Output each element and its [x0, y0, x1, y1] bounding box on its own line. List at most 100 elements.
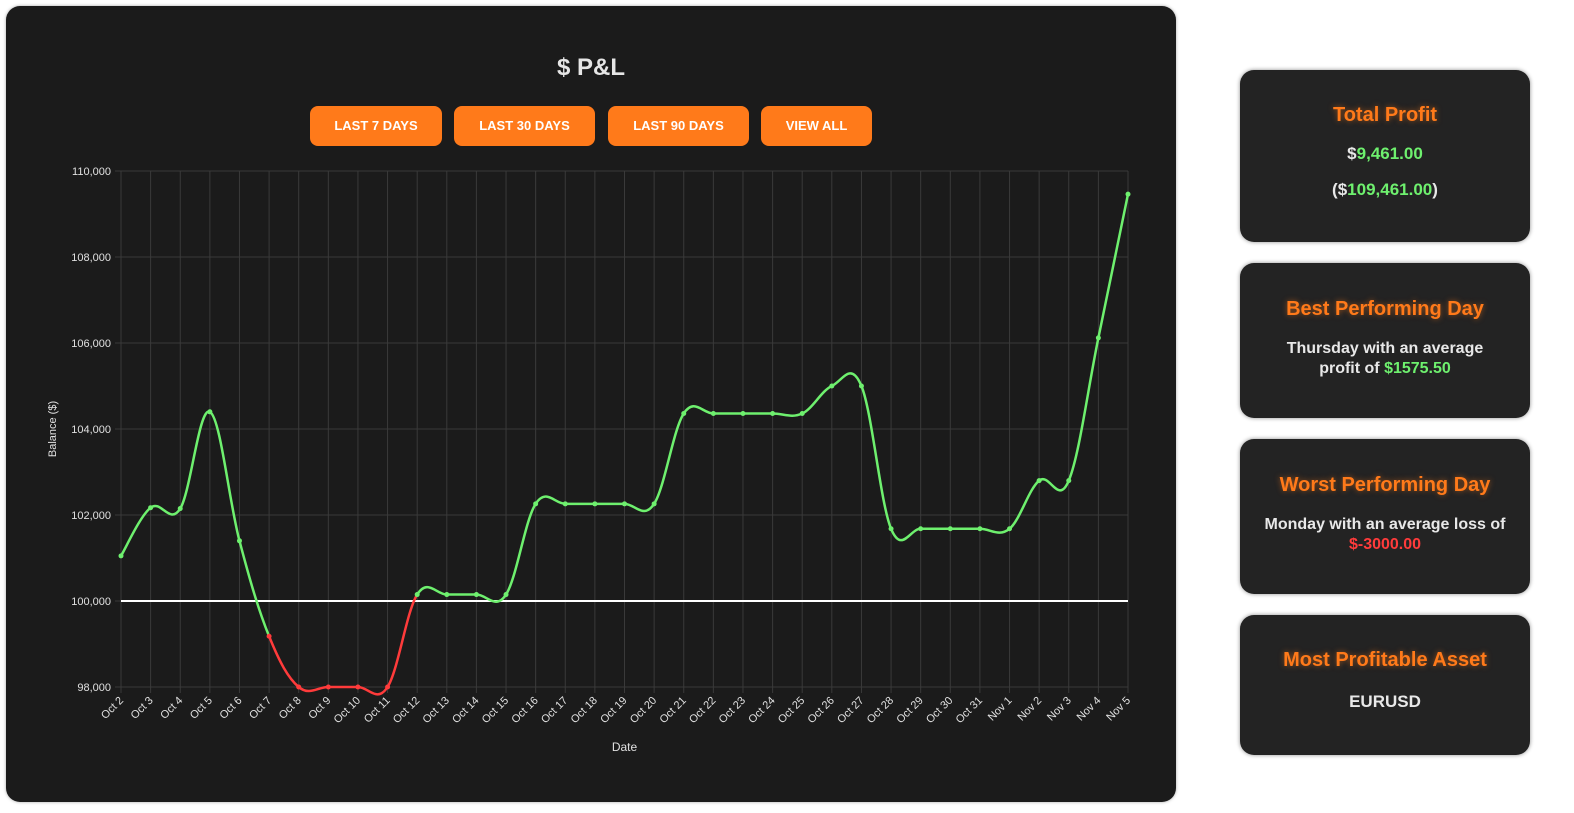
series-segment	[1097, 192, 1130, 340]
x-tick-label: Oct 7	[247, 695, 274, 722]
x-tick-label: Oct 21	[657, 695, 688, 726]
y-tick-label: 104,000	[71, 424, 111, 436]
data-point	[918, 526, 924, 532]
x-tick-label: Oct 30	[924, 695, 955, 726]
asset-value: EURUSD	[1349, 692, 1421, 711]
x-tick-label: Oct 18	[569, 695, 600, 726]
worst-day-text: Monday with an average loss of $-3000.00	[1258, 515, 1512, 555]
data-point	[622, 501, 627, 507]
x-tick-label: Oct 6	[218, 695, 245, 722]
series-segment	[475, 593, 508, 603]
x-tick-label: Oct 9	[306, 695, 333, 722]
last-90-days-button[interactable]: LAST 90 DAYS	[608, 106, 749, 146]
data-point	[710, 411, 716, 417]
series-segment	[504, 502, 537, 596]
series-segment	[771, 412, 804, 417]
data-point	[503, 592, 509, 598]
data-point	[1007, 526, 1013, 532]
x-tick-label: Oct 3	[129, 695, 156, 722]
x-tick-label: Nov 5	[1104, 695, 1133, 724]
currency-symbol: $	[1347, 144, 1357, 163]
data-point	[355, 684, 361, 690]
series-segment	[1037, 477, 1071, 492]
x-tick-label: Oct 28	[865, 695, 896, 726]
data-point	[325, 684, 331, 690]
best-day-title: Best Performing Day	[1286, 298, 1484, 320]
data-point	[533, 501, 539, 507]
x-tick-label: Oct 14	[450, 695, 481, 726]
data-point	[444, 592, 450, 598]
paren-open: ($	[1332, 180, 1348, 199]
data-point	[385, 684, 391, 690]
series-segment	[297, 685, 330, 693]
data-point	[977, 526, 983, 532]
data-point	[1066, 478, 1072, 484]
y-tick-label: 98,000	[77, 682, 111, 694]
x-axis-label: Date	[612, 740, 638, 754]
x-tick-label: Oct 8	[277, 695, 304, 722]
x-tick-label: Oct 23	[717, 695, 748, 726]
x-tick-label: Nov 4	[1075, 695, 1104, 724]
last-30-days-button[interactable]: LAST 30 DAYS	[454, 106, 595, 146]
data-point	[799, 411, 805, 417]
x-tick-label: Oct 17	[539, 695, 570, 726]
data-point	[947, 526, 953, 532]
x-tick-label: Oct 5	[188, 695, 215, 722]
series-segment	[119, 506, 152, 558]
total-profit-title: Total Profit	[1332, 104, 1438, 126]
data-point	[266, 633, 272, 639]
x-tick-label: Oct 24	[746, 695, 777, 726]
y-tick-label: 108,000	[71, 252, 111, 264]
paren-close: )	[1432, 180, 1438, 199]
x-tick-label: Oct 27	[835, 695, 866, 726]
x-tick-label: Oct 20	[628, 695, 659, 726]
data-point	[829, 383, 835, 389]
data-point	[236, 538, 242, 544]
worst-day-description: Monday with an average loss of	[1264, 516, 1506, 533]
data-point	[414, 592, 420, 598]
data-point	[177, 506, 183, 512]
series-segment	[652, 412, 685, 506]
series-segment	[860, 384, 893, 531]
data-point	[888, 526, 894, 532]
data-point	[1125, 191, 1131, 197]
chart-title: $ P&L	[556, 54, 625, 81]
data-point	[681, 411, 687, 417]
x-tick-label: Oct 13	[421, 695, 452, 726]
view-all-button[interactable]: VIEW ALL	[761, 106, 872, 146]
x-tick-label: Oct 15	[480, 695, 511, 726]
data-point	[740, 411, 746, 417]
x-tick-label: Nov 1	[986, 695, 1015, 724]
x-tick-label: Nov 2	[1015, 695, 1044, 724]
best-day-description: Thursday with an average profit of	[1286, 340, 1484, 377]
worst-day-value: $-3000.00	[1348, 536, 1422, 553]
series-segment	[889, 527, 922, 542]
data-point	[1036, 478, 1042, 484]
x-tick-label: Oct 2	[99, 695, 126, 722]
total-profit-amount: $9,461.00	[1240, 144, 1530, 164]
best-day-text: Thursday with an average profit of $1575…	[1270, 339, 1500, 379]
series-segment	[149, 504, 182, 516]
data-point	[770, 411, 776, 417]
data-point	[1095, 335, 1101, 341]
x-tick-label: Oct 16	[509, 695, 540, 726]
asset-title: Most Profitable Asset	[1283, 649, 1487, 671]
y-tick-label: 100,000	[71, 596, 111, 608]
worst-day-title: Worst Performing Day	[1279, 474, 1491, 496]
series-segment	[830, 372, 863, 388]
profit-value: 9,461.00	[1356, 144, 1423, 163]
last-7-days-button[interactable]: LAST 7 DAYS	[310, 106, 442, 146]
total-balance: ($109,461.00)	[1240, 180, 1530, 200]
series-segment	[800, 384, 834, 415]
series-segment	[238, 539, 271, 638]
y-tick-label: 102,000	[71, 510, 111, 522]
x-tick-label: Oct 19	[598, 695, 629, 726]
y-tick-label: 110,000	[72, 166, 111, 178]
series-segment	[415, 585, 449, 596]
series-segment	[178, 410, 212, 510]
data-point	[858, 383, 864, 389]
x-tick-label: Oct 26	[806, 695, 837, 726]
series-segment	[534, 495, 567, 506]
x-tick-label: Oct 29	[894, 695, 925, 726]
series-segment	[623, 502, 656, 513]
